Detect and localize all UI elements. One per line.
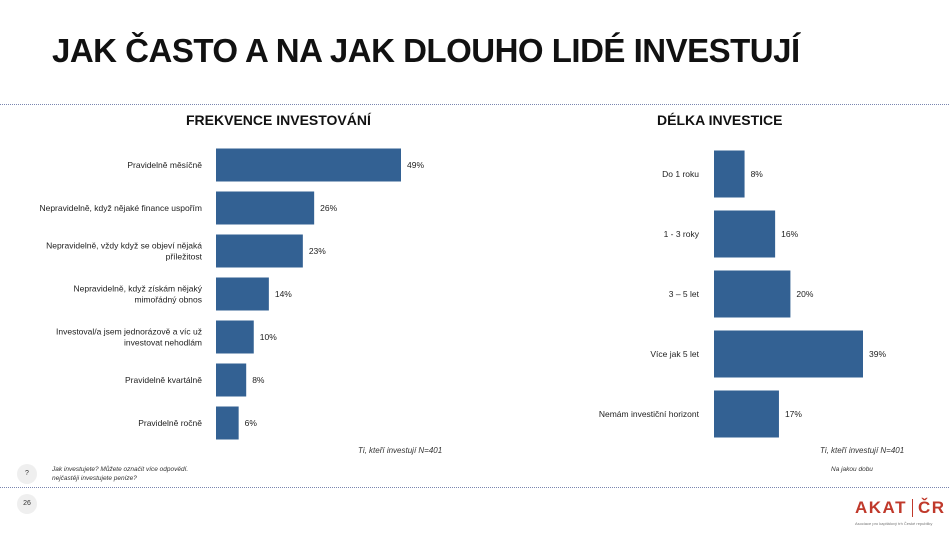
question-note-frequency: Jak investujete? Můžete označit více odp… [52,465,188,483]
value-label: 23% [309,246,326,256]
value-label: 39% [869,349,886,359]
category-label: Do 1 roku [662,169,699,179]
bar [714,390,779,438]
value-label: 6% [245,418,258,428]
value-label: 17% [785,409,802,419]
akat-logo: AKAT ČR [855,498,946,518]
page-number: 26 [17,494,37,514]
category-label: mimořádný obnos [134,295,202,305]
bar [714,150,745,198]
category-label: 3 – 5 let [669,289,700,299]
category-label: Nepravidelně, když nějaké finance uspoří… [39,203,202,213]
bar [216,234,303,268]
bar [714,330,863,378]
bar [216,191,315,225]
logo-text-right: ČR [917,498,946,517]
chart-title-frequency: FREKVENCE INVESTOVÁNÍ [186,112,371,128]
top-divider [0,104,949,105]
category-label: Nepravidelně, když získám nějaký [73,284,202,294]
value-label: 8% [252,375,265,385]
question-note-duration: Na jakou dobu [831,466,873,473]
bar [216,406,239,440]
category-label: Pravidelně kvartálně [125,375,202,385]
category-label: Více jak 5 let [650,349,699,359]
value-label: 16% [781,229,798,239]
logo-text-left: AKAT [855,498,907,517]
logo-separator [911,499,913,517]
category-label: příležitost [166,252,203,262]
chart-title-duration: DÉLKA INVESTICE [657,112,783,128]
category-label: Nepravidelně, vždy když se objeví nějaká [46,241,202,251]
value-label: 14% [275,289,292,299]
value-label: 26% [320,203,337,213]
question-note-line: nejčastěji investujete peníze? [52,475,137,482]
category-label: Nemám investiční horizont [599,409,700,419]
category-label: 1 - 3 roky [664,229,700,239]
value-label: 8% [751,169,764,179]
help-icon: ? [17,464,37,484]
duration-bar-chart: Do 1 roku 8% 1 - 3 roky 16% 3 – 5 let 20% Více… [599,150,886,438]
value-label: 20% [796,289,813,299]
category-label: Investoval/a jsem jednorázově a víc už [56,327,202,337]
frequency-bar-chart: Pravidelně měsíčně 49% Nepravidelně, když … [39,148,424,440]
value-label: 49% [407,160,424,170]
base-note-duration: Ti, kteří investují N=401 [820,446,905,455]
bottom-divider [0,487,949,488]
bar [216,320,254,354]
category-label: investovat nehodlám [124,338,202,348]
question-note-line: Jak investujete? Můžete označit více odp… [52,466,189,473]
category-label: Pravidelně ročně [138,418,202,428]
page-title: JAK ČASTO A NA JAK DLOUHO LIDÉ INVESTUJÍ [52,32,800,69]
category-label: Pravidelně měsíčně [127,160,202,170]
bar [714,270,791,318]
base-note-frequency: Ti, kteří investují N=401 [358,446,443,455]
bar [714,210,776,258]
bar [216,148,401,182]
value-label: 10% [260,332,277,342]
bar [216,277,269,311]
logo-subtitle: Asociace pro kapitálový trh České republ… [855,521,933,526]
bar [216,363,247,397]
